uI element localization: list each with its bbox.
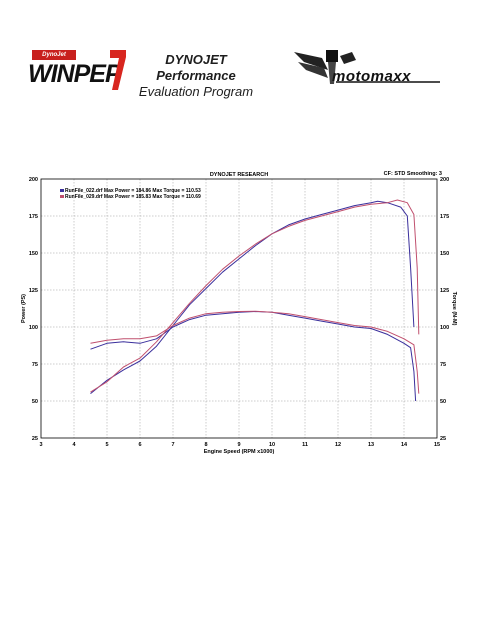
legend-swatch-1 <box>60 189 64 192</box>
header: DynoJet WINPEP DYNOJET Performance Evalu… <box>0 0 480 110</box>
x-tick-label: 5 <box>105 442 108 448</box>
y-tick-label-right: 100 <box>440 325 449 331</box>
seven-logo-icon <box>110 50 126 90</box>
series-2-torque-line <box>90 310 420 394</box>
x-tick-label: 6 <box>138 442 141 448</box>
dynojet-badge: DynoJet <box>32 50 76 60</box>
grid <box>41 179 437 438</box>
series-lines <box>90 199 420 402</box>
program-title: DYNOJET Performance Evaluation Program <box>126 52 266 100</box>
dyno-chart: 3 4 5 6 7 8 9 10 11 12 13 14 15 25 25 50 50 75 75 100 100 125… <box>0 160 480 460</box>
chart-title: DYNOJET RESEARCH <box>210 172 268 178</box>
series-1-torque-line <box>90 311 417 402</box>
y-tick-label-left: 25 <box>32 436 38 442</box>
plot-frame <box>40 178 438 439</box>
x-tick-label: 15 <box>434 442 440 448</box>
x-tick-label: 8 <box>204 442 207 448</box>
y-tick-label-right: 175 <box>440 214 449 220</box>
x-tick-label: 9 <box>237 442 240 448</box>
motomaxx-logo: motomaxx <box>292 48 442 92</box>
legend-entry-1: RunFile_022.drf Max Power = 184.86 Max T… <box>65 188 201 194</box>
winpep-wordmark: WINPEP <box>28 60 122 88</box>
y-tick-label-left: 150 <box>29 251 38 257</box>
x-tick-label: 11 <box>302 442 308 448</box>
series-1-power-line <box>90 200 415 394</box>
x-tick-label: 3 <box>39 442 42 448</box>
legend-swatch-2 <box>60 195 64 198</box>
series-2-power-line <box>90 199 420 393</box>
x-tick-label: 13 <box>368 442 374 448</box>
x-tick-label: 14 <box>401 442 408 448</box>
y-tick-label-left: 125 <box>29 288 38 294</box>
motomaxx-wordmark: motomaxx <box>332 68 412 85</box>
y-tick-label-right: 75 <box>440 362 446 368</box>
x-axis-label: Engine Speed (RPM x1000) <box>204 449 275 455</box>
y-axis-label-left: Power (PS) <box>21 294 27 323</box>
x-tick-label: 12 <box>335 442 341 448</box>
y-tick-label-left: 100 <box>29 325 38 331</box>
program-title-line1: DYNOJET Performance <box>156 52 236 83</box>
y-tick-label-right: 25 <box>440 436 446 442</box>
chart-annotation: CF: STD Smoothing: 3 <box>384 171 442 177</box>
y-tick-label-left: 75 <box>32 362 38 368</box>
y-tick-label-right: 200 <box>440 177 449 183</box>
winpep-logo: DynoJet WINPEP <box>28 46 126 94</box>
y-tick-label-left: 200 <box>29 177 38 183</box>
y-tick-label-left: 175 <box>29 214 38 220</box>
y-tick-label-right: 125 <box>440 288 449 294</box>
y-tick-label-right: 150 <box>440 251 449 257</box>
x-tick-label: 10 <box>269 442 275 448</box>
x-tick-label: 4 <box>72 442 76 448</box>
y-axis-label-right: Torque (N-M) <box>451 292 457 326</box>
y-tick-label-left: 50 <box>32 399 38 405</box>
legend-entry-2: RunFile_029.drf Max Power = 185.83 Max T… <box>65 194 201 200</box>
x-tick-label: 7 <box>171 442 174 448</box>
y-tick-label-right: 50 <box>440 399 446 405</box>
winged-piston-icon <box>294 50 440 84</box>
program-title-line2: Evaluation Program <box>138 84 254 99</box>
